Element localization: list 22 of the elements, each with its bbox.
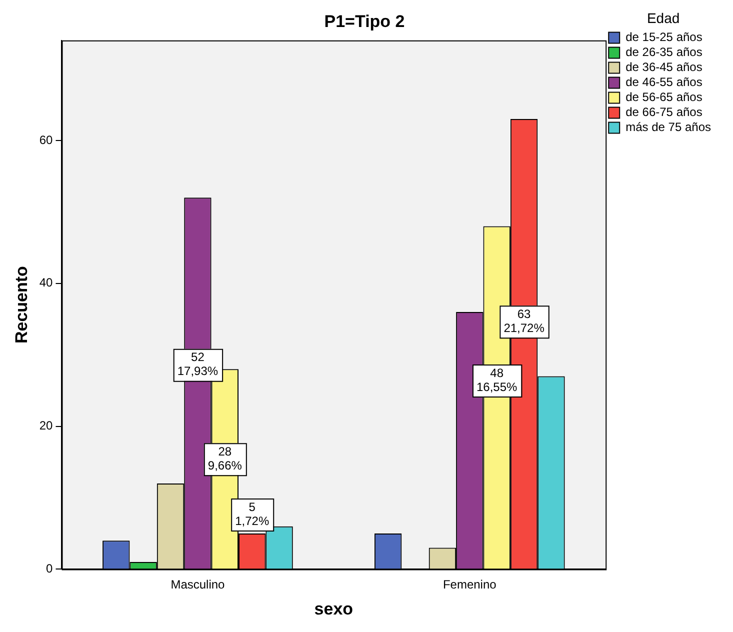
y-tick-label: 20 (39, 418, 54, 433)
y-tick-label: 40 (39, 276, 54, 290)
data-label: 28 9,66% (208, 444, 242, 472)
y-tick-label: 0 (46, 562, 54, 576)
data-label: 63 21,72% (504, 306, 545, 335)
y-tick-label: 60 (39, 132, 54, 147)
legend-label: de 66-75 años (626, 105, 702, 120)
legend-title: Edad (646, 10, 680, 26)
x-tick-label: Femenino (442, 578, 497, 592)
legend-label: de 56-65 años (626, 90, 702, 104)
data-label: 5 1,72% (235, 500, 270, 528)
y-axis-title: Recuento (12, 266, 31, 344)
legend-label: de 26-35 años (626, 45, 702, 60)
data-label: 48 16,55% (476, 366, 518, 394)
data-label: 52 17,93% (177, 350, 218, 378)
legend-label: de 46-55 años (626, 75, 702, 90)
legend-label: más de 75 años (626, 120, 711, 134)
legend-label: de 36-45 años (626, 60, 702, 74)
x-axis-title: sexo (314, 599, 354, 618)
legend-label: de 15-25 años (626, 30, 702, 44)
chart-title: P1=Tipo 2 (324, 12, 405, 31)
x-tick-label: Masculino (170, 578, 226, 592)
